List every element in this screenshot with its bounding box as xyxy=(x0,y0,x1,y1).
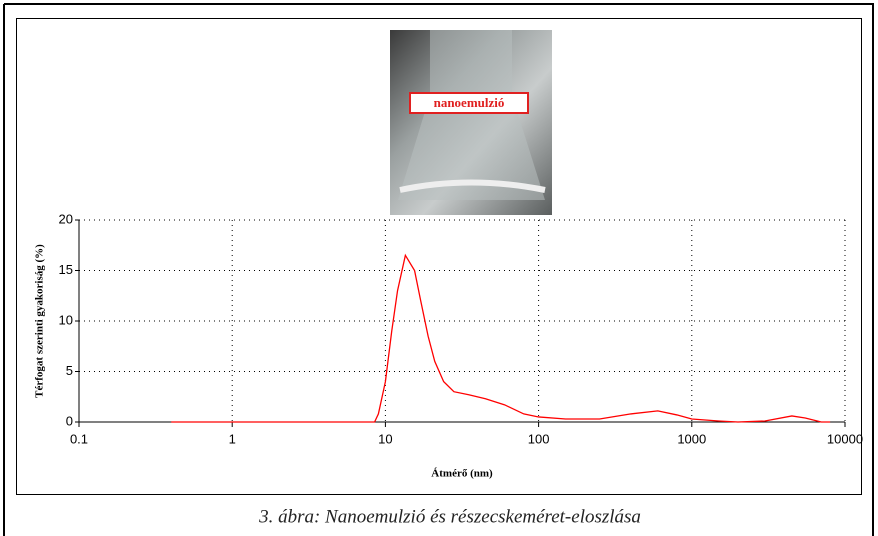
y-tick-label: 0 xyxy=(66,413,73,428)
x-axis-label: Átmérő (nm) xyxy=(431,468,493,480)
y-tick-label: 10 xyxy=(59,312,73,327)
x-tick-label: 10000 xyxy=(827,431,863,446)
plot-area xyxy=(79,220,845,422)
flask-highlight xyxy=(399,179,546,193)
annotation-box xyxy=(409,92,529,114)
y-tick-label: 15 xyxy=(59,262,73,277)
y-tick-label: 5 xyxy=(66,363,73,378)
flask xyxy=(398,30,545,200)
figure-frame xyxy=(16,18,862,495)
caption: 3. ábra: Nanoemulzió és részecskeméret-e… xyxy=(258,506,641,527)
annotation: nanoemulzió xyxy=(434,95,505,110)
data-line xyxy=(171,253,831,423)
x-tick-label: 1 xyxy=(229,431,236,446)
x-tick-label: 10 xyxy=(378,431,392,446)
x-tick-label: 100 xyxy=(528,431,550,446)
x-tick-label: 0.1 xyxy=(70,431,88,446)
y-axis-label: Térfogat szerinti gyakoriság (%) xyxy=(34,244,46,398)
photo: nanoemulzió xyxy=(390,30,552,215)
x-tick-label: 1000 xyxy=(677,431,706,446)
y-tick-label: 20 xyxy=(59,211,73,226)
